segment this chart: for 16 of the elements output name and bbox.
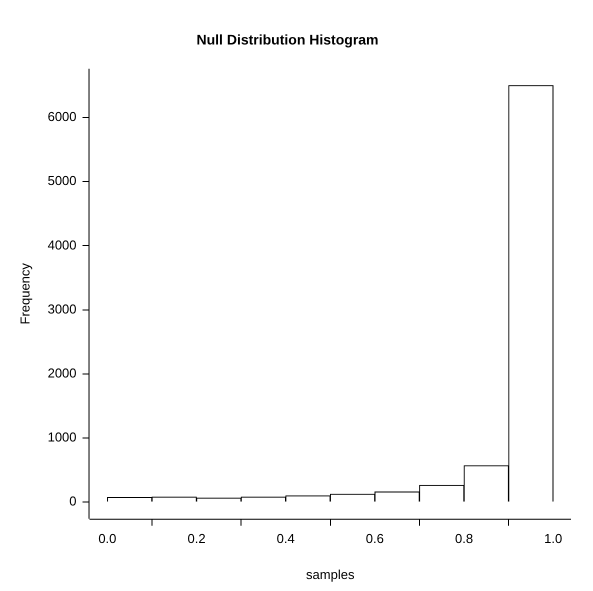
chart-title: Null Distribution Histogram	[196, 31, 378, 48]
x-tick-label: 1.0	[544, 531, 562, 546]
x-tick-label: 0.0	[98, 531, 116, 546]
x-tick-label: 0.6	[366, 531, 384, 546]
x-tick-label: 0.8	[454, 531, 474, 546]
x-axis-title: samples	[306, 566, 355, 582]
x-tick-label: 0.2	[187, 531, 206, 546]
x-tick-label: 0.4	[276, 531, 295, 546]
y-axis-title: Frequency	[17, 262, 32, 325]
y-tick-label: 3000	[48, 301, 77, 316]
y-tick-label: 1000	[48, 430, 77, 445]
y-tick-label: 0	[69, 494, 77, 509]
y-tick-label: 2000	[48, 366, 77, 381]
y-tick-label: 4000	[48, 237, 77, 252]
y-tick-label: 5000	[48, 173, 77, 188]
y-tick-label: 6000	[48, 109, 77, 124]
